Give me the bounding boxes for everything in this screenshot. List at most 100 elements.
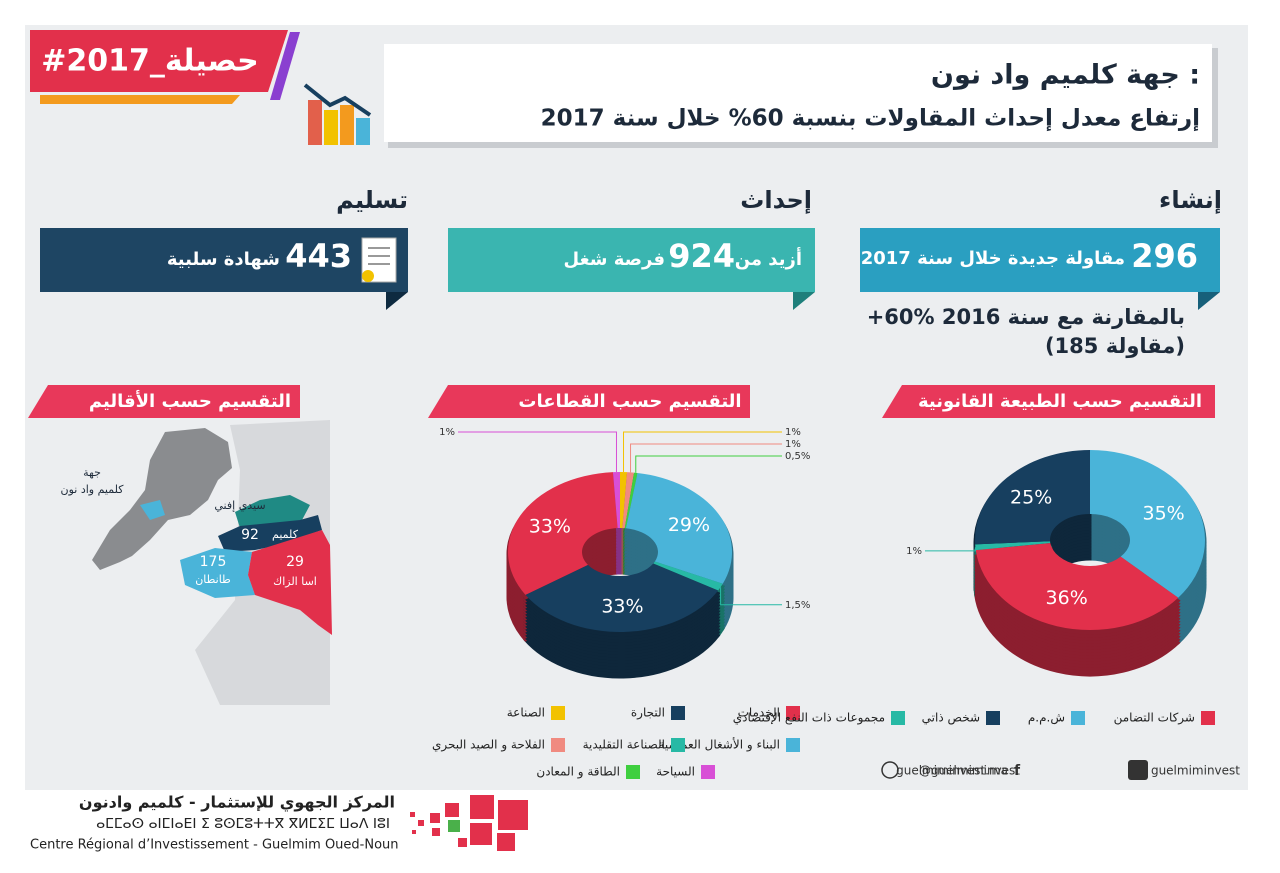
legend-label: شخص ذاتي: [922, 711, 980, 726]
slice: [622, 472, 635, 529]
slice: [612, 472, 620, 529]
header-box: [384, 44, 1212, 142]
legend-label: السياحة: [656, 765, 695, 779]
globe-icon: [881, 761, 899, 779]
value-label: 33%: [529, 516, 571, 538]
header-title: جهة كلميم واد نون :: [931, 60, 1200, 91]
card-fold: [386, 292, 408, 310]
value-label: 25%: [1010, 486, 1052, 508]
ribbon-accent: [270, 32, 300, 100]
stat-label: تسليم: [336, 186, 408, 214]
value-label: 1%: [906, 546, 922, 557]
slice: [975, 542, 1179, 631]
province-name: كلميم: [272, 528, 299, 541]
youtube-icon: [1128, 760, 1148, 780]
slice: [975, 541, 1051, 551]
slice: [620, 472, 628, 529]
legend-label: مجموعات ذات النفع الإقتصادي: [733, 711, 885, 726]
leader-line: [630, 443, 782, 473]
org-tifinagh: ⴰⵎⵎⴰⵙ ⴰⵏⵎⵏⴰⴹⵏ ⵉ ⵓⵙⵎⵓⵜⵜⴳ ⴳⵍⵎⵉⵎ ⵡⴰⴷ ⵏⵓⵏ: [96, 816, 390, 832]
legend-label: الفلاحة و الصيد البحري: [432, 738, 545, 753]
footer-link[interactable]: guelmiminvest: [1151, 764, 1240, 778]
stat-text: فرصة شغل: [564, 249, 666, 270]
province-name: سيدي إفني: [214, 499, 265, 512]
logo: [410, 795, 528, 851]
leader-line: [623, 431, 782, 473]
legend-label: الخدمات: [738, 706, 780, 720]
province-name: طانطان: [195, 573, 231, 586]
slice: [508, 472, 618, 595]
legend-swatch: [626, 765, 640, 779]
province-name: اسا الزاك: [273, 575, 317, 588]
stat-label: إنشاء: [1159, 186, 1222, 214]
stat-text: مقاولة جديدة خلال سنة 2017: [861, 248, 1125, 269]
facebook-icon: f: [1014, 763, 1021, 779]
slice: [653, 561, 723, 591]
ribbon-accent: [40, 95, 240, 104]
section-title: التقسيم حسب القطاعات: [518, 391, 741, 412]
stat-text: شهادة سلبية: [167, 249, 280, 270]
value-label: 1%: [785, 427, 801, 438]
stat-prefix: أزيد من: [735, 247, 802, 270]
slice: [525, 563, 719, 633]
value-label: 1%: [785, 439, 801, 450]
legend-swatch: [786, 738, 800, 752]
province-count: 175: [200, 554, 227, 570]
value-label: 36%: [1046, 587, 1088, 609]
legend-swatch: [671, 706, 685, 720]
stat-card: [448, 228, 815, 292]
province-count: 92: [241, 527, 259, 543]
chart-icon: [303, 83, 372, 145]
leader-line: [458, 431, 617, 473]
stat-card: [40, 228, 408, 292]
stat-card: [860, 228, 1220, 292]
province-count: 29: [286, 554, 304, 570]
region-label: جهة: [83, 466, 101, 479]
leader-line: [635, 455, 782, 473]
legend-label: ش.م.م: [1028, 711, 1065, 726]
legend-label: الصناعة التقليدية: [583, 738, 665, 752]
footer-link[interactable]: guelmiminvest.ma: [896, 764, 1008, 778]
value-label: 33%: [601, 595, 643, 617]
section-title: التقسيم حسب الطبيعة القانونية: [918, 391, 1202, 412]
stat-number: 296: [1131, 237, 1198, 275]
comparison-line: (185 مقاولة): [1045, 334, 1185, 358]
legend-swatch: [551, 706, 565, 720]
tag: #حصيلة_2017: [41, 44, 259, 79]
footer-link[interactable]: @guelmiminvest: [919, 764, 1020, 778]
org-french: Centre Régional d’Investissement - Guelm…: [30, 838, 399, 853]
value-label: 29%: [668, 514, 710, 536]
leader-line: [925, 547, 976, 552]
value-label: 1,5%: [785, 600, 810, 611]
value-label: 0,5%: [785, 451, 810, 462]
region-label: كلميم واد نون: [61, 483, 125, 496]
slice: [1090, 450, 1206, 598]
section-ribbon: [428, 385, 750, 418]
section-title: التقسيم حسب الأقاليم: [89, 390, 291, 412]
tag-ribbon: [30, 30, 288, 92]
slice: [975, 450, 1090, 545]
legend-swatch: [1071, 711, 1085, 725]
stat-label: إحداث: [740, 186, 812, 214]
legend-label: التجارة: [631, 706, 665, 721]
legend-label: الصناعة: [507, 706, 545, 720]
legend-label: الطاقة و المعادن: [536, 765, 620, 780]
section-ribbon: [882, 385, 1215, 418]
org-arabic: المركز الجهوي للإستثمار - كلميم وادنون: [79, 793, 395, 813]
stat-number: 924: [668, 237, 735, 275]
section-ribbon: [28, 385, 300, 418]
slice: [624, 472, 638, 529]
header-subtitle: إرتفاع معدل إحداث المقاولات بنسبة 60% خل…: [541, 106, 1200, 132]
comparison-line: +60% بالمقارنة مع سنة 2016: [867, 305, 1185, 329]
legend-swatch: [701, 765, 715, 779]
legend-label: البناء و الأشغال العمومية: [658, 737, 780, 753]
slice: [625, 472, 733, 584]
card-fold: [793, 292, 815, 310]
legend-swatch: [986, 711, 1000, 725]
legend-swatch: [1201, 711, 1215, 725]
value-label: 1%: [439, 427, 455, 438]
legend-swatch: [671, 738, 685, 752]
card-fold: [1198, 292, 1220, 310]
